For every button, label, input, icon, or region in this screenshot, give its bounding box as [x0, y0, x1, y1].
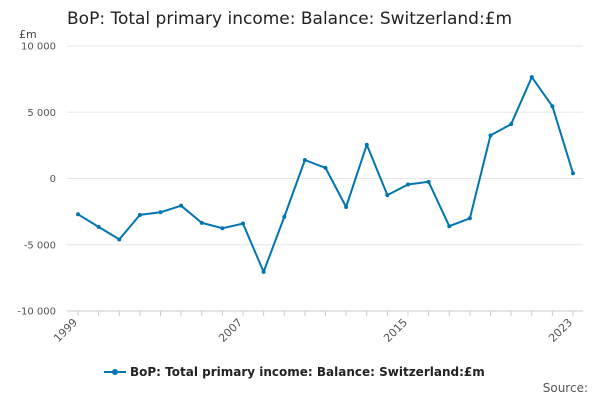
data-point[interactable]	[364, 142, 369, 147]
data-point[interactable]	[406, 182, 410, 187]
legend[interactable]: BoP: Total primary income: Balance: Swit…	[104, 365, 485, 379]
series-group	[76, 75, 575, 274]
x-tick-label: 2007	[216, 316, 245, 345]
gridlines	[67, 45, 583, 312]
legend-label: BoP: Total primary income: Balance: Swit…	[130, 365, 485, 379]
legend-line-marker-icon	[104, 366, 126, 378]
data-point[interactable]	[467, 216, 472, 221]
data-point[interactable]	[426, 179, 431, 184]
data-point[interactable]	[241, 221, 245, 226]
data-point[interactable]	[261, 269, 266, 274]
data-point[interactable]	[117, 237, 122, 242]
data-point[interactable]	[137, 212, 142, 217]
data-point[interactable]	[76, 212, 80, 217]
data-point[interactable]	[509, 122, 514, 127]
data-point[interactable]	[96, 224, 101, 229]
series-line	[77, 76, 574, 273]
data-point[interactable]	[447, 224, 452, 229]
y-tick-label: -10 000	[17, 307, 56, 318]
x-tick-label: 1999	[51, 316, 80, 345]
source-label: Source:	[542, 381, 588, 395]
y-tick-label: 5 000	[27, 108, 56, 119]
x-tick-label: 2023	[546, 316, 575, 345]
data-point[interactable]	[282, 214, 287, 219]
data-point[interactable]	[571, 171, 575, 176]
data-point[interactable]	[179, 203, 184, 208]
data-point[interactable]	[550, 104, 555, 109]
y-tick-label: 0	[50, 174, 56, 185]
data-point[interactable]	[529, 75, 534, 80]
x-axis-ticks: 1999 2007 2015 2023	[51, 311, 575, 345]
y-tick-label: -5 000	[24, 240, 56, 251]
data-point[interactable]	[199, 220, 204, 225]
data-point[interactable]	[158, 210, 163, 215]
chart-title: BoP: Total primary income: Balance: Swit…	[67, 9, 513, 29]
data-point[interactable]	[302, 157, 307, 162]
y-axis-ticks: 10 000 5 000 0 -5 000 -10 000	[17, 42, 56, 318]
data-point[interactable]	[323, 165, 328, 170]
y-tick-label: 10 000	[21, 42, 56, 53]
data-point[interactable]	[385, 193, 390, 198]
data-point[interactable]	[344, 204, 349, 209]
y-axis-unit-label: £m	[19, 28, 37, 41]
data-point[interactable]	[220, 226, 225, 231]
x-tick-label: 2015	[381, 316, 410, 345]
data-point[interactable]	[488, 133, 493, 138]
